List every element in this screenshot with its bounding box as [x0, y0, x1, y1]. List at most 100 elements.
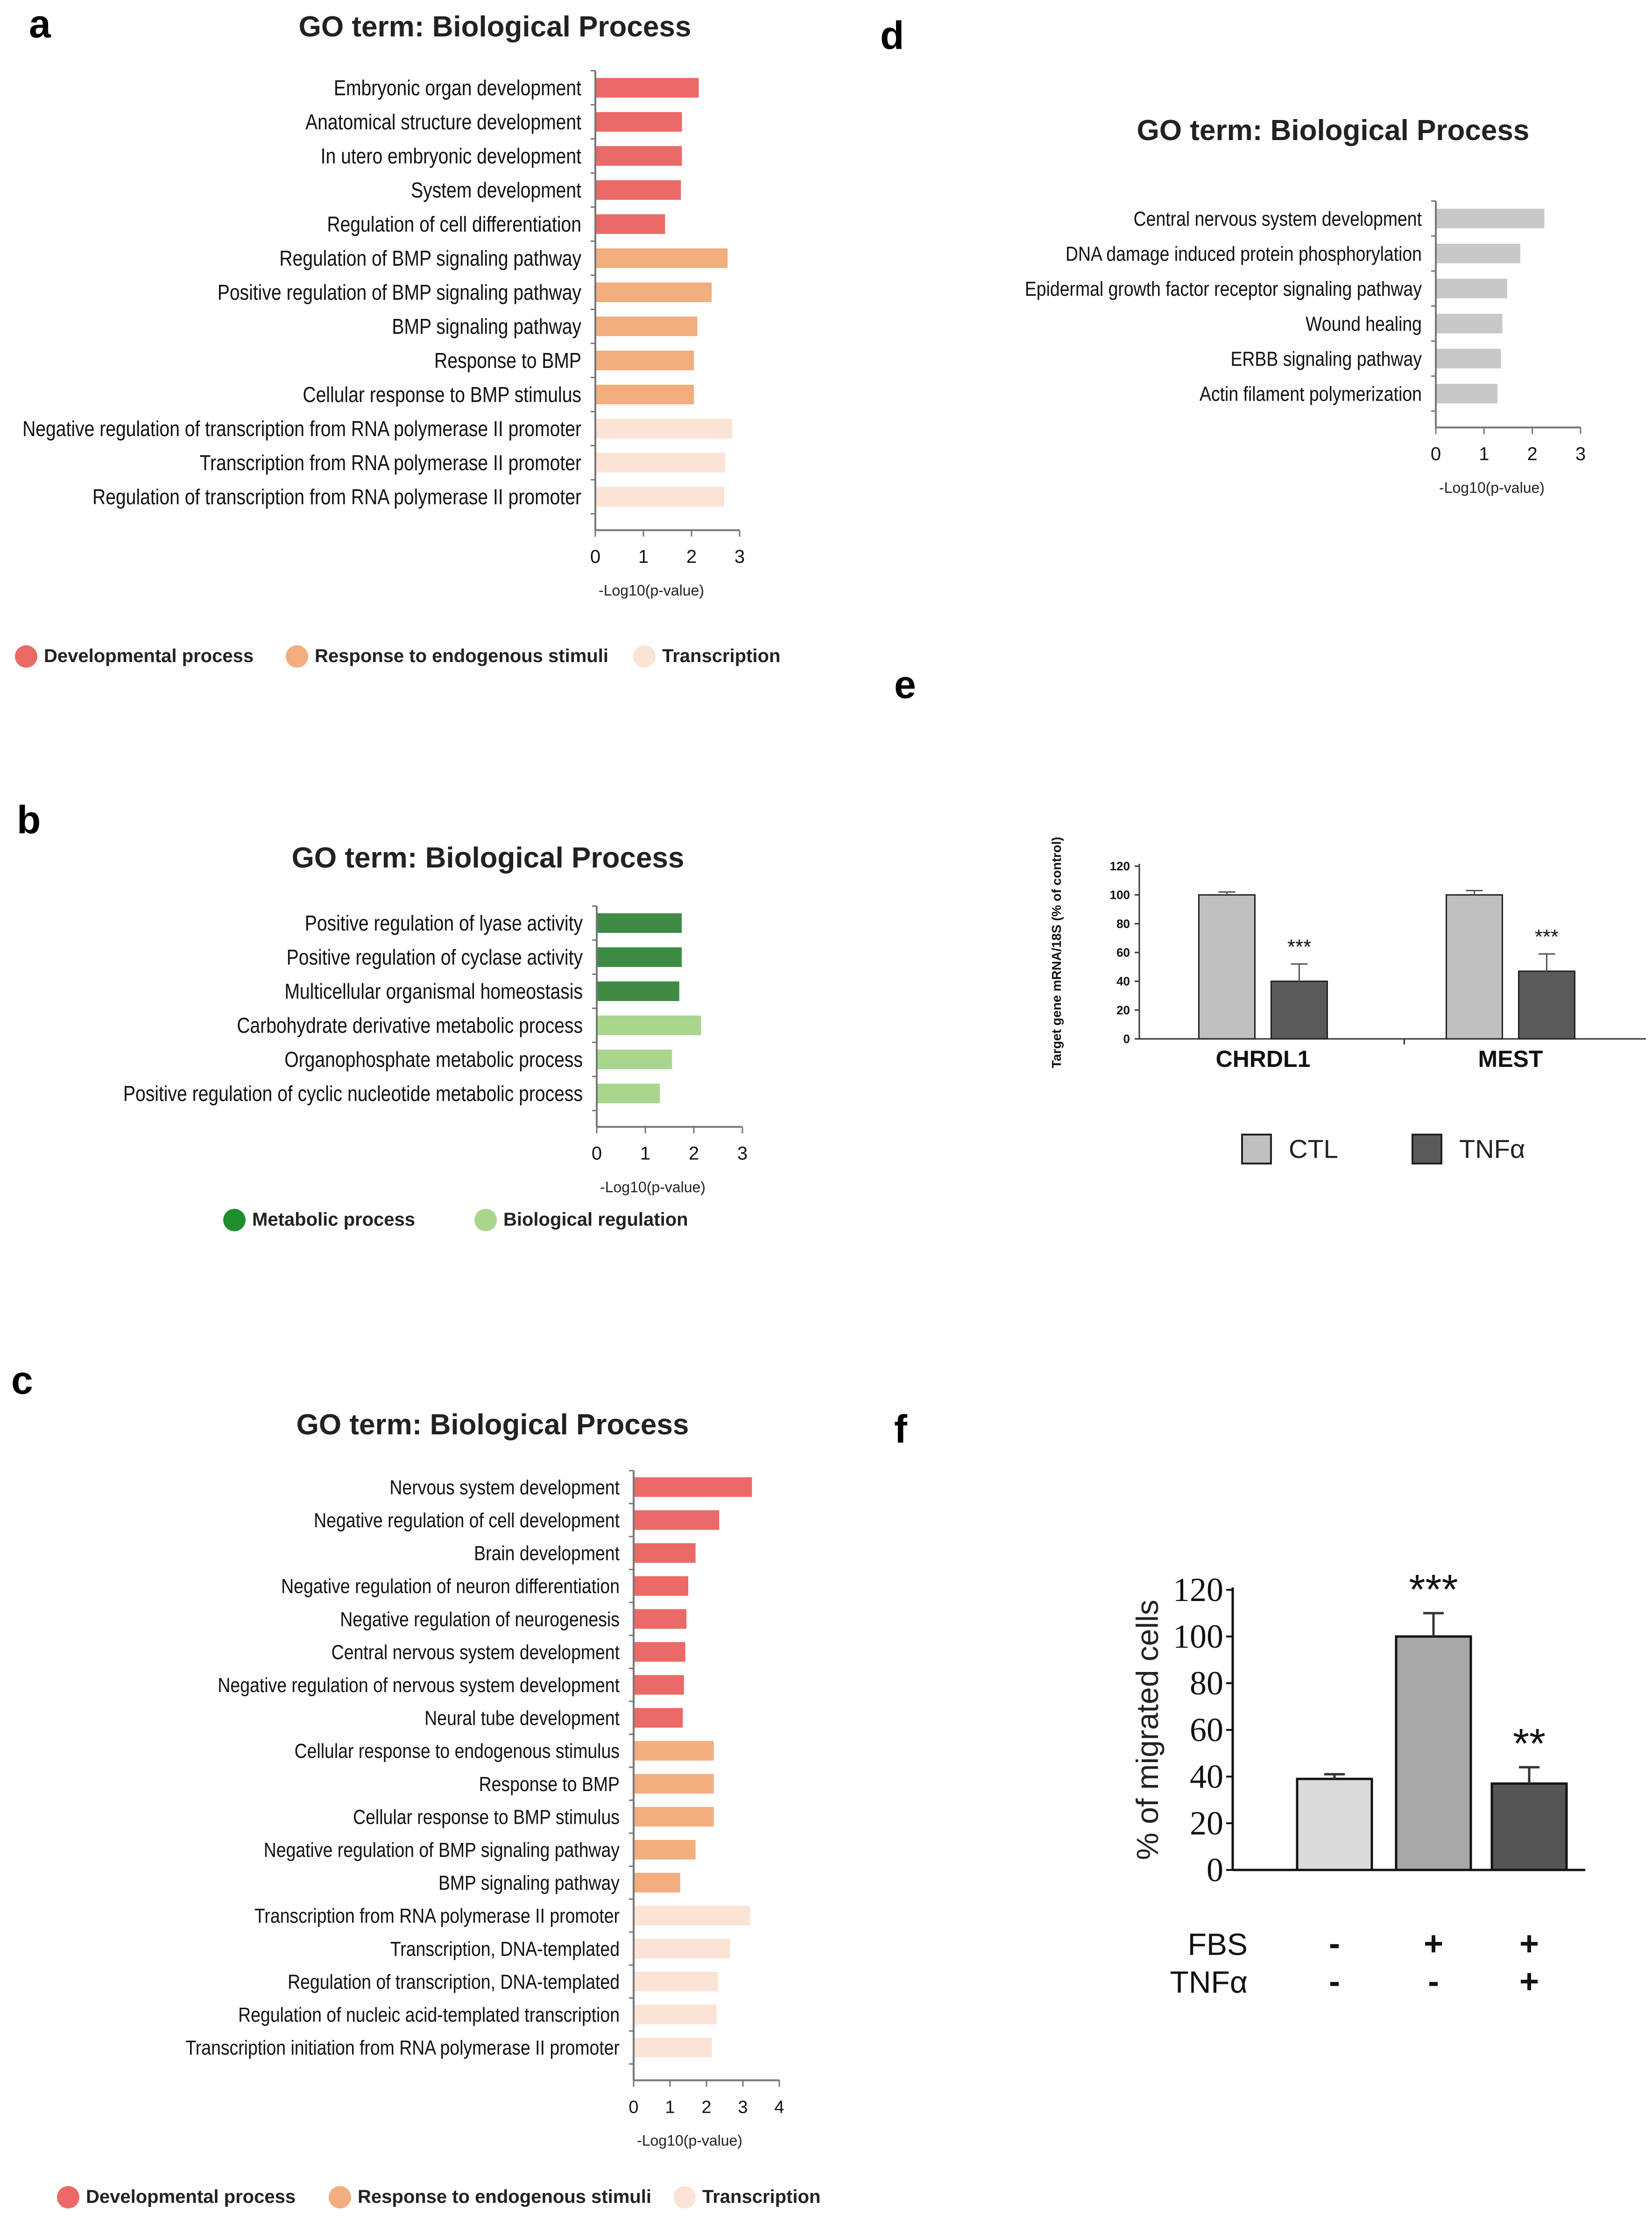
y-tick-label: 40	[1116, 974, 1130, 988]
significance-label: ***	[1535, 925, 1559, 948]
category-label: Negative regulation of neuron differenti…	[281, 1574, 620, 1598]
category-label: Negative regulation of transcription fro…	[22, 417, 581, 441]
chart-b: GO term: Biological Process Positive regu…	[123, 842, 748, 1231]
category-label: Carbohydrate derivative metabolic proces…	[237, 1014, 583, 1038]
bar	[1395, 1635, 1472, 1871]
bar	[595, 419, 733, 438]
x-tick-label: 3	[1575, 444, 1586, 465]
x-tick-label: 2	[701, 2098, 711, 2117]
legend-marker	[223, 1209, 246, 1231]
category-label: Actin filament polymerization	[1200, 382, 1422, 406]
bar	[634, 1609, 687, 1629]
bar	[595, 248, 728, 268]
bar	[1518, 970, 1575, 1040]
bar	[597, 947, 682, 967]
bar	[1436, 209, 1545, 228]
condition-mark: +	[1519, 1963, 1539, 2000]
bar	[595, 487, 725, 507]
chart-e: 0 20 40 60 80 100 120 Target gene mRNA/18S (% o…	[1049, 837, 1646, 1164]
legend-label: Developmental process	[44, 646, 254, 666]
x-tick-label: 2	[1527, 444, 1538, 465]
category-label: CHRDL1	[1216, 1046, 1311, 1072]
x-tick-label: 2	[686, 547, 697, 567]
bar	[634, 1642, 685, 1662]
category-label: Nervous system development	[389, 1476, 620, 1499]
x-tick-label: 0	[628, 2098, 638, 2117]
condition-mark: +	[1424, 1925, 1443, 1962]
x-axis-label: -Log10(p-value)	[1439, 480, 1545, 496]
y-tick-label: 100	[1110, 888, 1130, 902]
bar	[1490, 1782, 1568, 1871]
bar	[597, 913, 682, 933]
category-label: Neural tube development	[424, 1707, 620, 1730]
category-label: Regulation of transcription, DNA-templat…	[288, 1970, 620, 1994]
x-axis-label: -Log10(p-value)	[637, 2132, 742, 2149]
legend-marker	[474, 1209, 497, 1231]
legend-marker	[329, 2186, 351, 2208]
panel-label-d: d	[880, 14, 904, 57]
category-label: Cellular response to BMP stimulus	[353, 1806, 620, 1829]
legend-label: Transcription	[662, 646, 780, 666]
category-label: System development	[411, 178, 581, 203]
legend-marker	[15, 645, 37, 668]
bar	[634, 2004, 717, 2024]
x-tick-label: 1	[1479, 444, 1489, 465]
category-label: Positive regulation of BMP signaling pat…	[218, 281, 582, 305]
category-label: Transcription from RNA polymerase II pro…	[254, 1904, 620, 1927]
bar	[597, 1084, 660, 1103]
y-tick-label: 20	[1190, 1805, 1223, 1842]
category-label: Central nervous system development	[1134, 207, 1422, 231]
y-tick-label: 0	[1123, 1032, 1130, 1046]
bar	[595, 146, 682, 166]
x-axis-label: -Log10(p-value)	[599, 582, 704, 599]
category-label: Negative regulation of BMP signaling pat…	[264, 1838, 620, 1862]
legend-marker	[1241, 1134, 1272, 1164]
category-label: ERBB signaling pathway	[1230, 347, 1422, 371]
bar	[634, 1939, 730, 1959]
category-label: DNA damage induced protein phosphorylati…	[1066, 242, 1422, 266]
bar	[1296, 1778, 1373, 1871]
bar	[634, 1807, 714, 1827]
category-label: Negative regulation of cell development	[314, 1509, 620, 1532]
y-axis-label: % of migrated cells	[1130, 1600, 1165, 1860]
chart-title: GO term: Biological Process	[299, 11, 692, 43]
condition-label: TNFα	[1170, 1965, 1248, 1999]
category-label: Negative regulation of nervous system de…	[218, 1673, 620, 1697]
legend-marker	[633, 645, 656, 668]
y-axis-label: Target gene mRNA/18S (% of control)	[1049, 837, 1064, 1068]
bar	[1436, 349, 1501, 368]
bar	[1271, 981, 1328, 1040]
x-tick-label: 1	[665, 2098, 675, 2117]
legend-label: TNFα	[1459, 1134, 1525, 1164]
bar	[634, 1510, 720, 1530]
legend-marker	[57, 2186, 79, 2208]
legend-label: CTL	[1289, 1134, 1338, 1164]
bar	[634, 1774, 714, 1794]
significance-label: **	[1513, 1721, 1546, 1767]
legend-marker	[1412, 1134, 1442, 1164]
bar	[595, 317, 698, 336]
panel-label-f: f	[894, 1407, 908, 1451]
bar	[634, 1477, 752, 1497]
condition-mark: -	[1329, 1925, 1340, 1962]
x-tick-label: 0	[1431, 444, 1441, 465]
condition-mark: +	[1519, 1925, 1539, 1962]
category-label: Response to BMP	[434, 349, 581, 373]
chart-title: GO term: Biological Process	[297, 1409, 689, 1441]
bar	[1436, 384, 1498, 403]
category-label: Cellular response to endogenous stimulus	[295, 1739, 620, 1763]
bar	[634, 1675, 684, 1695]
x-tick-label: 4	[774, 2098, 784, 2117]
legend-marker	[286, 645, 308, 668]
bar	[634, 1905, 750, 1926]
category-label: BMP signaling pathway	[392, 315, 581, 339]
category-label: Positive regulation of cyclic nucleotide…	[123, 1082, 583, 1106]
category-label: Anatomical structure development	[305, 110, 581, 134]
bar	[1436, 314, 1503, 333]
category-label: MEST	[1478, 1046, 1543, 1072]
bar	[595, 78, 699, 98]
y-tick-label: 80	[1190, 1665, 1223, 1702]
category-label: Positive regulation of cyclase activity	[287, 945, 583, 970]
category-label: Multicellular organismal homeostasis	[284, 980, 583, 1004]
